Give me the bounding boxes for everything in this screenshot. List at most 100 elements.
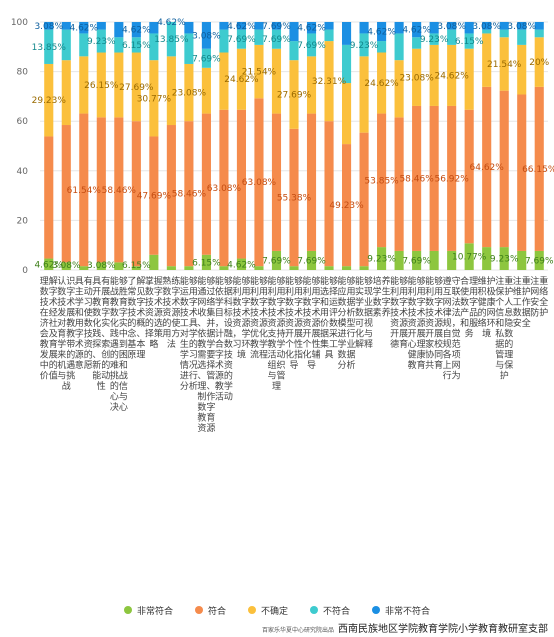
x-axis-labels: 理解数字技术在经济社会及教育发展中的价值认识数字技术发展对教育教学带来的机遇与挑… <box>40 275 548 434</box>
bar-segment <box>254 266 264 270</box>
bar-segment <box>131 37 141 53</box>
bar-segment <box>341 22 352 45</box>
bar-segment <box>324 21 334 30</box>
category-label: 合理使用数字产品和服务 <box>460 275 478 340</box>
bar-segment <box>289 60 299 129</box>
bar-segment <box>79 56 89 114</box>
legend-item: 非常不符合 <box>372 604 430 617</box>
data-label: 9.23% <box>367 255 396 265</box>
data-label: 4.62% <box>122 26 151 36</box>
data-label: 7.69% <box>402 256 431 266</box>
bar-segment <box>44 29 54 64</box>
bar-segment <box>464 109 474 244</box>
bar-segment <box>394 60 404 118</box>
data-label: 23.08% <box>399 73 434 83</box>
bar-segment <box>149 254 159 270</box>
bar-segment <box>429 105 439 251</box>
bar-segment <box>482 29 492 34</box>
bar-segment <box>114 117 124 263</box>
category-label: 遵守互联网法律法规，自觉规范各项上网行为 <box>443 275 461 382</box>
bar-segment <box>412 48 422 106</box>
data-label: 4.62% <box>227 22 256 32</box>
data-label: 3.08% <box>52 261 81 271</box>
bar-segment <box>499 37 509 91</box>
bar-segment <box>271 113 282 251</box>
data-label: 4.62% <box>34 260 63 270</box>
data-label: 7.69% <box>227 35 256 45</box>
bar-segment <box>359 21 369 34</box>
bar-segment <box>114 52 124 118</box>
bar-segment <box>412 250 422 270</box>
bar-segment <box>79 113 89 267</box>
bar-segment <box>377 52 387 114</box>
category-label: 认识数字技术发展对教育教学带来的机遇与挑战 <box>57 275 75 392</box>
bar-segment <box>79 33 89 57</box>
bar-segment <box>114 37 124 53</box>
bar-segment <box>254 44 264 99</box>
bar-segment <box>61 60 71 126</box>
bar-segment <box>429 33 439 45</box>
data-label: 3.08% <box>192 31 221 41</box>
data-label: 7.69% <box>297 41 326 51</box>
data-label: 9.23% <box>350 41 379 51</box>
data-label: 6.15% <box>455 37 484 47</box>
bar-segment <box>254 98 264 267</box>
bar-segment <box>412 105 422 251</box>
data-label: 3.08% <box>472 22 501 32</box>
bar-segment <box>184 33 194 64</box>
bar-segment <box>306 33 317 57</box>
bar-segment <box>464 33 474 49</box>
bar-segment <box>412 22 422 38</box>
data-label: 6.15% <box>122 261 151 271</box>
bar-segment <box>44 136 54 259</box>
bar-segment <box>306 56 317 114</box>
category-label: 掌握数字技术资源的选择策略 <box>145 275 163 350</box>
data-labels: 4.62%3.08% 3.08% 6.15% 6.15% 4.62% 7.69% 7.69%… <box>32 18 554 271</box>
bar-segment <box>306 22 317 34</box>
data-label: 55.38% <box>277 194 312 204</box>
bar-segment <box>79 266 89 270</box>
data-label: 64.62% <box>470 163 505 173</box>
source-text: 西南民族地区学院教育学院小学教育教研室支部 <box>338 624 548 635</box>
bar-segment <box>517 94 527 251</box>
bar-segment <box>131 52 141 122</box>
bar-segment <box>412 37 422 49</box>
data-label: 7.69% <box>262 35 291 45</box>
data-label: 3.08% <box>437 22 466 32</box>
category-label: 了解常见数字技术的概念、基本原理 <box>127 275 145 361</box>
bar-segment <box>289 41 299 61</box>
bar-segment <box>482 247 492 270</box>
category-label: 能够利用数字技术资源支持教学活动组织与管理 <box>267 275 285 392</box>
data-label: 4.62% <box>227 260 256 270</box>
data-label: 4.62% <box>367 28 396 38</box>
bar-segment <box>166 266 176 270</box>
category-label: 能够依据学科目标，设计融合数字技术资源的教学活动 <box>215 275 233 403</box>
bar-segment <box>447 105 457 251</box>
category-label: 能够利用数字技术资源开展家校协同共育 <box>425 275 443 371</box>
legend-swatch <box>372 606 381 614</box>
data-label: 9.23% <box>87 37 116 47</box>
bar-segment <box>482 21 492 30</box>
bar-segment <box>499 247 509 270</box>
bar-segment <box>201 22 211 49</box>
bar-segment <box>236 258 247 270</box>
data-label: 9.23% <box>420 35 449 45</box>
bar-segment <box>131 22 141 38</box>
bar-segment <box>236 48 247 110</box>
data-label: 63.08% <box>242 178 277 188</box>
data-label: 58.46% <box>172 190 207 200</box>
bar-segment <box>236 21 247 30</box>
y-tick-label: 60 <box>17 117 29 127</box>
bar-segment <box>114 262 124 270</box>
bar-segment <box>482 33 492 87</box>
bar-segment <box>499 21 509 30</box>
category-label: 能够利用数字技术资源开展个性化辅导 <box>303 275 321 371</box>
category-label: 能够利用数字技术资源开展个性化指导 <box>285 275 303 371</box>
bar-segment <box>341 144 352 267</box>
category-label: 能够运用数字技术工具对学生的学习情况进行分析 <box>180 275 198 392</box>
bar-segment <box>499 90 509 248</box>
data-label: 4.62% <box>402 26 431 36</box>
data-label: 21.54% <box>487 60 522 70</box>
y-tick-label: 100 <box>11 18 28 28</box>
data-label: 7.69% <box>525 256 554 266</box>
